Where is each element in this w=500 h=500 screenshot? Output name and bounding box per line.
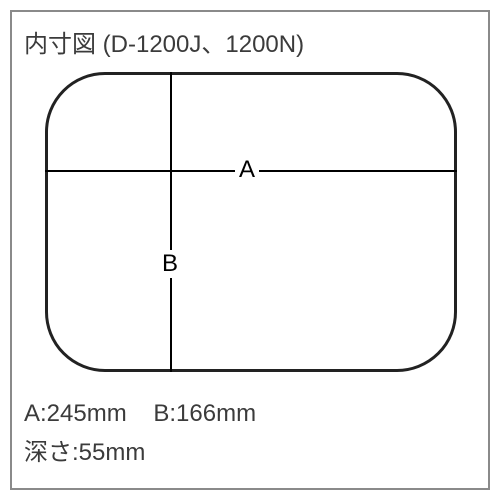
diagram-canvas: 内寸図 (D-1200J、1200N) A B A:245mm B:166mm … [0,0,500,500]
dimension-label-b: B [158,250,182,278]
diagram-title: 内寸図 (D-1200J、1200N) [24,24,304,59]
inner-dimension-shape [45,72,457,372]
measurement-line-2: 深さ:55mm [24,432,145,467]
measurement-line-1: A:245mm B:166mm [24,400,256,428]
dimension-line-b [170,72,172,372]
dimension-label-a: A [235,156,259,184]
